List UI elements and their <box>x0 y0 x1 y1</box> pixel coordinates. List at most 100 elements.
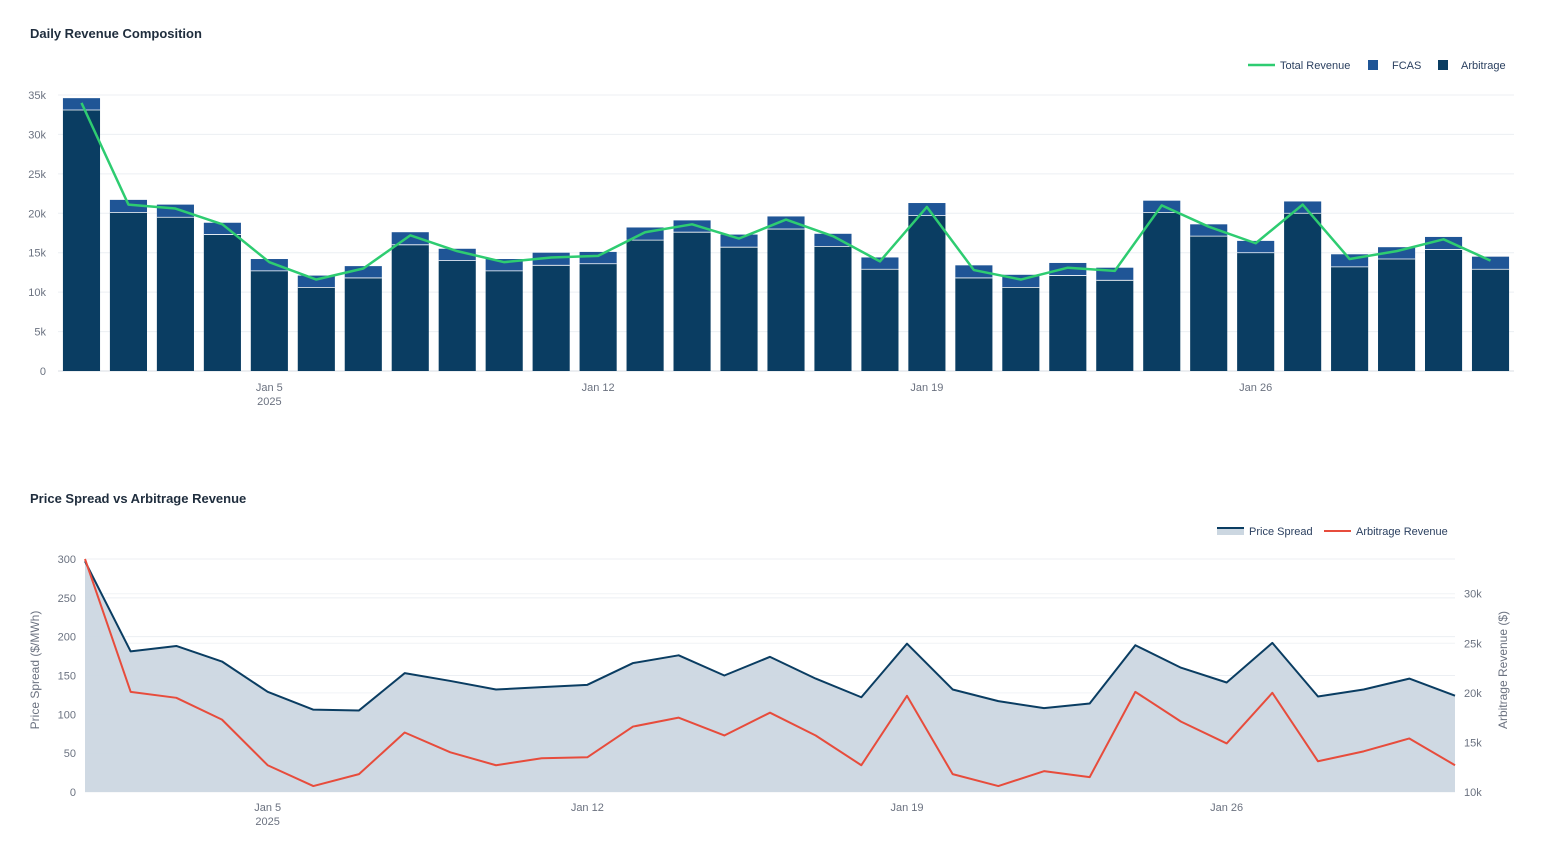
arbitrage-bar <box>1237 252 1275 371</box>
y-tick-label: 10k <box>28 287 46 299</box>
legend: Price Spread Arbitrage Revenue <box>1217 526 1448 538</box>
y-tick-label: 25k <box>28 169 46 181</box>
legend-arbitrage-revenue-label: Arbitrage Revenue <box>1356 526 1448 538</box>
arbitrage-bar <box>156 217 194 371</box>
fcas-bar <box>485 259 523 271</box>
fcas-bar <box>109 199 148 213</box>
x-tick-label: Jan 5 <box>256 382 283 394</box>
revenue-composition-chart: 0 5k 10k 15k 20k 25k 30k 35k Jan 5 2025 Jan 12 Jan … <box>28 60 1514 408</box>
price-spread-line <box>84 560 1456 712</box>
fcas-bar <box>720 234 758 248</box>
legend-fcas-label: FCAS <box>1392 60 1421 72</box>
legend-price-spread-fill <box>1217 528 1244 535</box>
y-tick-label: 50 <box>64 748 76 760</box>
y-tick-label: 5k <box>34 327 46 339</box>
legend-total-revenue-label: Total Revenue <box>1280 60 1350 72</box>
total-revenue-line <box>80 102 1492 281</box>
arbitrage-bar <box>203 234 241 371</box>
y2-tick-label: 25k <box>1464 638 1482 650</box>
y-tick-label: 250 <box>58 593 76 605</box>
legend-price-spread-label: Price Spread <box>1249 526 1313 538</box>
arbitrage-bar <box>1378 259 1416 371</box>
arbitrage-bar <box>391 244 429 371</box>
arbitrage-bar <box>250 270 288 371</box>
arbitrage-bar <box>720 247 758 371</box>
y-tick-label: 100 <box>58 709 76 721</box>
arbitrage-bar <box>1049 275 1087 371</box>
arbitrage-bar <box>438 260 476 371</box>
x-tick-label: Jan 19 <box>890 802 923 814</box>
x-tick-label: Jan 26 <box>1239 382 1272 394</box>
fcas-bar <box>1471 256 1510 270</box>
arbitrage-bar <box>767 229 805 371</box>
arbitrage-bar <box>908 215 946 371</box>
arbitrage-bar <box>626 240 664 371</box>
fcas-bar <box>344 266 382 278</box>
chart-title-revenue-composition: Daily Revenue Composition <box>30 26 202 41</box>
arbitrage-bar <box>532 265 570 371</box>
fcas-bar <box>250 259 288 271</box>
x-tick-label: Jan 12 <box>582 382 615 394</box>
legend-fcas-swatch <box>1368 60 1378 70</box>
y2-tick-label: 15k <box>1464 737 1482 749</box>
x-tick-label: Jan 19 <box>910 382 943 394</box>
fcas-bar <box>908 203 946 216</box>
y2-tick-label: 10k <box>1464 787 1482 799</box>
arbitrage-bar <box>1284 213 1322 371</box>
y-tick-label: 150 <box>58 671 76 683</box>
y-tick-label: 0 <box>40 366 46 378</box>
fcas-bar <box>673 220 711 233</box>
x-tick-label: Jan 26 <box>1210 802 1243 814</box>
arbitrage-bar <box>1471 269 1510 371</box>
fcas-bar <box>1049 262 1087 276</box>
fcas-bar <box>814 233 852 247</box>
arbitrage-bar <box>344 277 382 371</box>
legend: Total Revenue FCAS Arbitrage <box>1248 60 1506 72</box>
y-axis-title: Price Spread ($/MWh) <box>28 611 42 730</box>
y2-tick-label: 30k <box>1464 589 1482 601</box>
fcas-bar <box>579 251 617 264</box>
fcas-bar <box>955 265 993 278</box>
arbitrage-bar <box>579 263 617 371</box>
arbitrage-bar <box>673 232 711 371</box>
arbitrage-bar <box>955 277 993 371</box>
fcas-bar <box>297 275 335 288</box>
fcas-bar <box>767 216 805 230</box>
chart-title-price-spread: Price Spread vs Arbitrage Revenue <box>30 491 247 506</box>
x-tick-sublabel: 2025 <box>255 816 279 828</box>
legend-arbitrage-label: Arbitrage <box>1461 60 1506 72</box>
y-tick-label: 300 <box>58 554 76 566</box>
legend-arbitrage-swatch <box>1438 60 1448 70</box>
arbitrage-bar <box>1331 266 1369 371</box>
fcas-bar <box>1190 224 1228 237</box>
fcas-bar <box>861 257 899 270</box>
y2-axis-title: Arbitrage Revenue ($) <box>1496 611 1510 729</box>
y-tick-label: 20k <box>28 208 46 220</box>
arbitrage-bar <box>1190 236 1228 371</box>
y2-tick-label: 20k <box>1464 688 1482 700</box>
fcas-bar <box>438 248 476 261</box>
arbitrage-bar <box>1096 280 1134 371</box>
fcas-bar <box>1284 201 1322 214</box>
arbitrage-bar <box>814 246 852 371</box>
y-tick-label: 30k <box>28 129 46 141</box>
y-tick-label: 200 <box>58 632 76 644</box>
arbitrage-bar <box>1424 249 1463 371</box>
fcas-bar <box>1424 236 1463 250</box>
arbitrage-bar <box>861 269 899 371</box>
x-tick-label: Jan 12 <box>571 802 604 814</box>
x-tick-label: Jan 5 <box>254 802 281 814</box>
arbitrage-bar <box>297 287 335 371</box>
arbitrage-bar <box>1002 287 1040 371</box>
y-tick-label: 15k <box>28 248 46 260</box>
price-spread-area <box>85 561 1455 792</box>
arbitrage-bar <box>1143 212 1181 371</box>
fcas-bar <box>1237 240 1275 253</box>
fcas-bar <box>532 252 570 266</box>
arbitrage-revenue-line <box>84 558 1456 788</box>
fcas-bar <box>1378 247 1416 260</box>
fcas-bar <box>203 222 241 235</box>
y-tick-label: 0 <box>70 787 76 799</box>
x-tick-sublabel: 2025 <box>257 396 281 408</box>
